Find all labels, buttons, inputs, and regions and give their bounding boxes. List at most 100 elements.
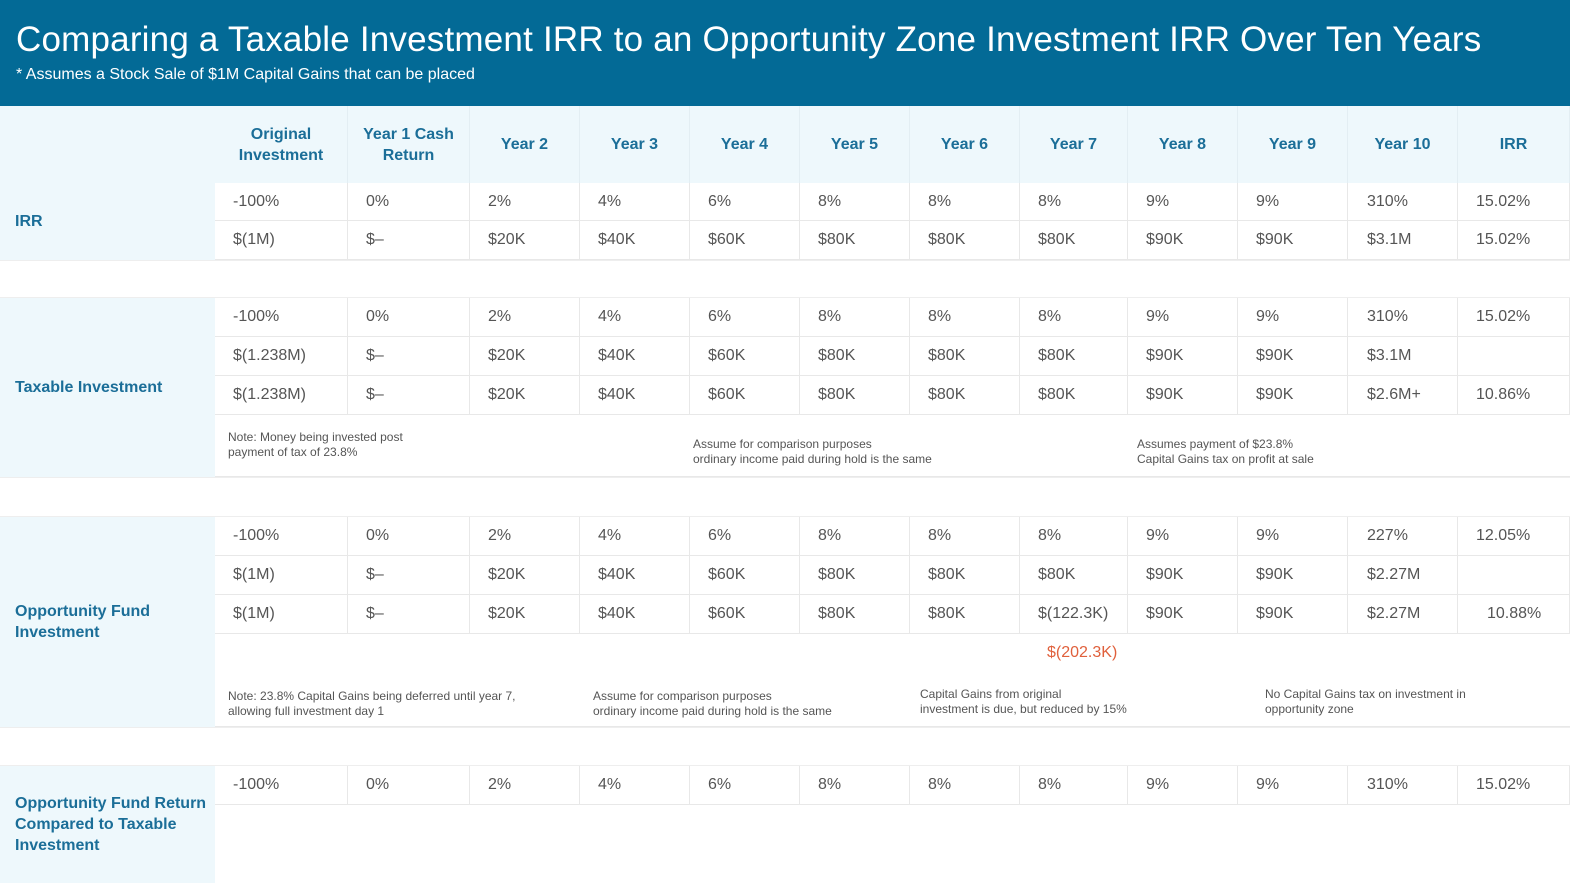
note-row xyxy=(215,415,1570,477)
table-cell: $60K xyxy=(690,221,800,260)
table-cell: $2.6M+ xyxy=(1348,376,1458,415)
table-cell: 8% xyxy=(1020,766,1128,805)
column-header: Year 8 xyxy=(1128,106,1238,183)
table-cell: 8% xyxy=(910,183,1020,221)
table-cell: $80K xyxy=(800,337,910,376)
table-cell: $(1M) xyxy=(215,595,348,634)
table-cell: -100% xyxy=(215,298,348,337)
year7-highlight-value: $(202.3K) xyxy=(1047,644,1118,661)
note-text: Assumes payment of $23.8% Capital Gains … xyxy=(1137,437,1314,466)
table-cell: $60K xyxy=(690,337,800,376)
table-cell: $80K xyxy=(800,376,910,415)
section-separator xyxy=(0,260,1570,298)
table-cell: $(1M) xyxy=(215,221,348,260)
section-label: Opportunity Fund Return Compared to Taxa… xyxy=(15,795,207,854)
table-cell: 9% xyxy=(1128,183,1238,221)
table-cell: $20K xyxy=(470,595,580,634)
table-cell: 8% xyxy=(1020,183,1128,221)
table-cell: $40K xyxy=(580,376,690,415)
table-cell: 9% xyxy=(1238,766,1348,805)
table-cell: 310% xyxy=(1348,183,1458,221)
column-header: Year 3 xyxy=(580,106,690,183)
column-header: Year 9 xyxy=(1238,106,1348,183)
table-cell: $80K xyxy=(800,595,910,634)
table-cell: 15.02% xyxy=(1458,183,1570,221)
table-cell: 9% xyxy=(1238,183,1348,221)
table-cell: $40K xyxy=(580,221,690,260)
note-text: Assume for comparison purposes ordinary … xyxy=(593,689,832,718)
column-header: Original Investment xyxy=(215,106,348,183)
table-cell: 0% xyxy=(348,183,470,221)
table-cell: 8% xyxy=(1020,298,1128,337)
table-cell: $– xyxy=(348,221,470,260)
table-cell: 9% xyxy=(1128,517,1238,556)
table-cell: $60K xyxy=(690,556,800,595)
table-cell: $80K xyxy=(910,595,1020,634)
table-cell: 310% xyxy=(1348,766,1458,805)
column-header: Year 2 xyxy=(470,106,580,183)
table-cell: $80K xyxy=(1020,376,1128,415)
table-cell: 6% xyxy=(690,517,800,556)
table-cell: $80K xyxy=(800,556,910,595)
table-cell: $20K xyxy=(470,337,580,376)
table-cell: 8% xyxy=(910,766,1020,805)
table-cell: $40K xyxy=(580,595,690,634)
table-cell: 9% xyxy=(1128,298,1238,337)
section-label: IRR xyxy=(15,213,43,230)
table-cell: 2% xyxy=(470,766,580,805)
table-cell: 0% xyxy=(348,298,470,337)
table-cell: 6% xyxy=(690,183,800,221)
table-cell: 227% xyxy=(1348,517,1458,556)
table-cell: $90K xyxy=(1128,556,1238,595)
table-cell: $20K xyxy=(470,376,580,415)
table-cell: $80K xyxy=(1020,556,1128,595)
table-cell: 0% xyxy=(348,766,470,805)
table-cell: 310% xyxy=(1348,298,1458,337)
table-cell: $80K xyxy=(910,376,1020,415)
table-cell: $90K xyxy=(1128,595,1238,634)
table-cell: $90K xyxy=(1128,221,1238,260)
table-cell: 8% xyxy=(910,517,1020,556)
table-cell: $80K xyxy=(910,556,1020,595)
table-cell: -100% xyxy=(215,517,348,556)
column-header: IRR xyxy=(1458,106,1570,183)
note-text: Note: 23.8% Capital Gains being deferred… xyxy=(228,689,516,718)
table-cell: 8% xyxy=(910,298,1020,337)
column-header: Year 4 xyxy=(690,106,800,183)
table-cell: $2.27M xyxy=(1348,595,1458,634)
table-cell: 4% xyxy=(580,183,690,221)
table-cell: 4% xyxy=(580,766,690,805)
table-cell: 2% xyxy=(470,517,580,556)
note-text: Capital Gains from original investment i… xyxy=(920,687,1127,716)
section-label: Taxable Investment xyxy=(15,379,163,396)
column-header: Year 1 Cash Return xyxy=(348,106,470,183)
table-cell: $90K xyxy=(1238,376,1348,415)
table-cell: $90K xyxy=(1238,556,1348,595)
table-cell: $60K xyxy=(690,595,800,634)
table-cell: $60K xyxy=(690,376,800,415)
table-cell: 9% xyxy=(1238,517,1348,556)
table-cell: $90K xyxy=(1238,595,1348,634)
table-cell: $80K xyxy=(1020,221,1128,260)
table-cell: $– xyxy=(348,337,470,376)
table-cell: 4% xyxy=(580,298,690,337)
table-cell: 2% xyxy=(470,298,580,337)
table-cell: $20K xyxy=(470,556,580,595)
table-cell: $20K xyxy=(470,221,580,260)
table-cell: $(1.238M) xyxy=(215,337,348,376)
note-text: Note: Money being invested post payment … xyxy=(228,430,403,459)
page-subtitle: * Assumes a Stock Sale of $1M Capital Ga… xyxy=(16,66,475,83)
table-cell: 4% xyxy=(580,517,690,556)
table-cell: 8% xyxy=(800,183,910,221)
table-cell: $– xyxy=(348,556,470,595)
table-cell: $80K xyxy=(910,221,1020,260)
table-cell xyxy=(1458,337,1570,376)
table-cell: 8% xyxy=(1020,517,1128,556)
table-cell: 15.02% xyxy=(1458,766,1570,805)
table-cell: 8% xyxy=(800,766,910,805)
table-cell: 6% xyxy=(690,766,800,805)
table-cell: $(1.238M) xyxy=(215,376,348,415)
table-cell: 6% xyxy=(690,298,800,337)
table-cell: -100% xyxy=(215,183,348,221)
table-cell: $80K xyxy=(1020,337,1128,376)
